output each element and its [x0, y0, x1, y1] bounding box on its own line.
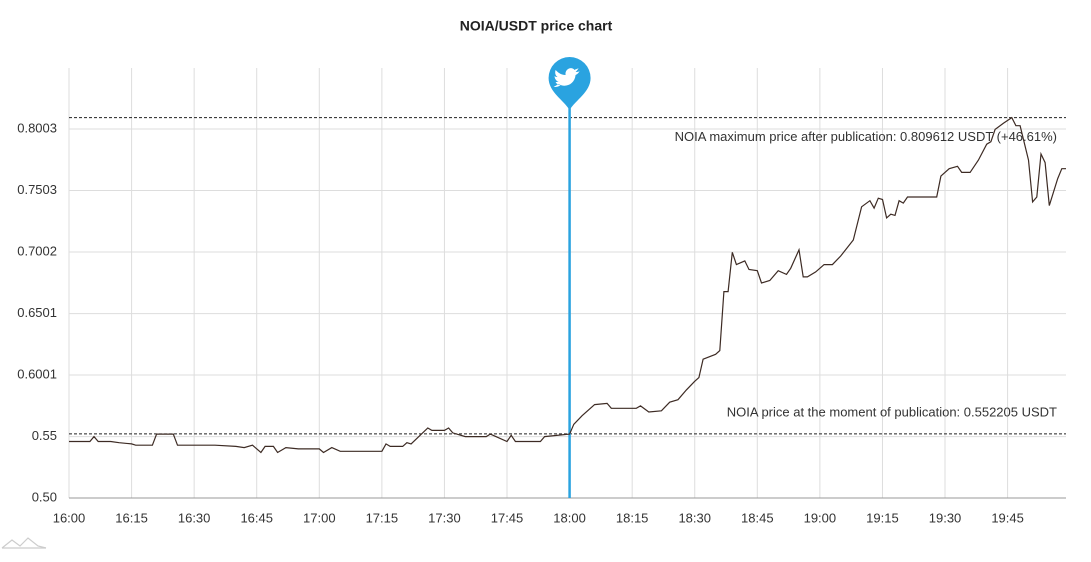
logo: [1, 537, 47, 549]
x-tick-label: 16:45: [240, 510, 273, 525]
y-tick-label: 0.6001: [17, 366, 57, 381]
x-tick-label: 18:30: [678, 510, 711, 525]
x-tick-label: 17:30: [428, 510, 461, 525]
x-tick-label: 16:15: [115, 510, 148, 525]
y-tick-label: 0.55: [32, 428, 57, 443]
x-tick-label: 18:45: [741, 510, 774, 525]
x-tick-label: 18:00: [553, 510, 586, 525]
x-tick-label: 19:00: [804, 510, 837, 525]
y-tick-label: 0.7002: [17, 243, 57, 258]
y-tick-label: 0.6501: [17, 305, 57, 320]
annotation: NOIA price at the moment of publication:…: [727, 404, 1057, 419]
x-tick-label: 19:45: [991, 510, 1024, 525]
chart-title: NOIA/USDT price chart: [460, 18, 613, 34]
price-line: [69, 116, 1066, 454]
x-tick-label: 17:45: [491, 510, 524, 525]
x-tick-label: 17:15: [366, 510, 399, 525]
x-tick-label: 16:00: [53, 510, 86, 525]
y-tick-label: 0.8003: [17, 120, 57, 135]
x-tick-label: 19:15: [866, 510, 899, 525]
x-tick-label: 18:15: [616, 510, 649, 525]
y-tick-label: 0.7503: [17, 182, 57, 197]
x-tick-label: 17:00: [303, 510, 336, 525]
y-tick-label: 0.50: [32, 489, 57, 504]
x-tick-label: 16:30: [178, 510, 211, 525]
annotation: NOIA maximum price after publication: 0.…: [675, 129, 1057, 144]
twitter-icon: [553, 68, 580, 87]
x-tick-label: 19:30: [929, 510, 962, 525]
